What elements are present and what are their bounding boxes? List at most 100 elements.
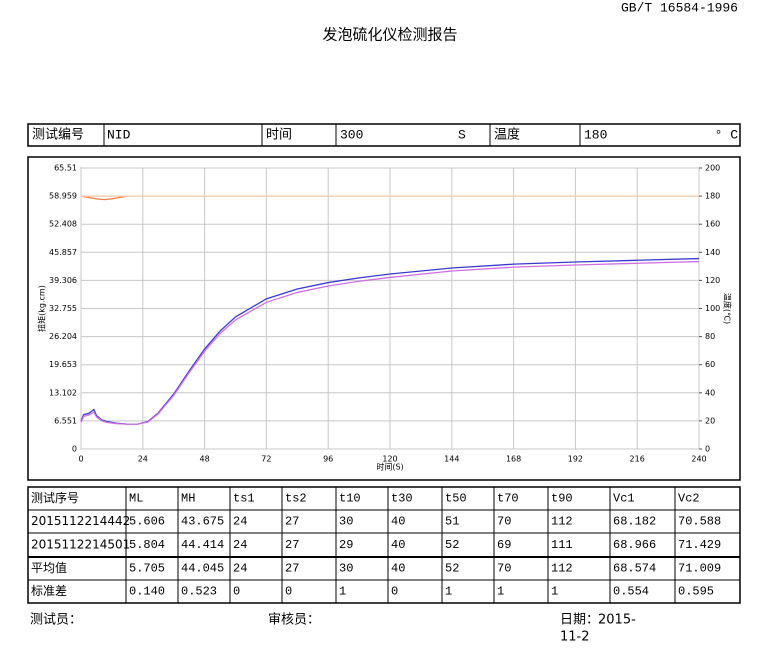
x-tick-label: 144 <box>444 455 459 464</box>
y-tick-label: 39.306 <box>49 276 77 285</box>
table-cell: Vc2 <box>678 492 700 506</box>
standard: GB/T 16584-1996 <box>621 0 738 15</box>
table-cell: t10 <box>339 492 361 506</box>
y-tick-label: 0 <box>72 445 77 454</box>
info-value: NID <box>107 127 131 142</box>
table-cell: 30 <box>339 562 353 576</box>
table-cell: 5.804 <box>129 538 165 552</box>
title: 发泡硫化仪检测报告 <box>322 26 457 44</box>
table-cell: 27 <box>285 562 299 576</box>
table-cell: ts1 <box>233 492 255 506</box>
y2-tick-label: 100 <box>705 304 720 313</box>
table-cell: ML <box>129 492 143 506</box>
y-tick-label: 32.755 <box>49 304 77 313</box>
y2-tick-label: 160 <box>705 220 720 229</box>
table-cell: Vc1 <box>613 492 635 506</box>
table-cell: 30 <box>339 515 353 529</box>
y2-tick-label: 60 <box>705 360 715 369</box>
x-tick-label: 24 <box>138 455 148 464</box>
table-cell: 1 <box>339 585 346 599</box>
table-cell: 0 <box>233 585 240 599</box>
table-cell: 70 <box>497 515 511 529</box>
footer-date: 11-2 <box>560 630 590 645</box>
y-tick-label: 65.51 <box>54 164 77 173</box>
table-cell: 24 <box>233 538 247 552</box>
footer-tester: 测试员： <box>30 613 82 628</box>
table-cell: 1 <box>551 585 558 599</box>
y-tick-label: 13.102 <box>49 388 77 397</box>
series-line <box>80 195 128 201</box>
table-cell: 52 <box>445 562 459 576</box>
table-cell: ts2 <box>285 492 307 506</box>
table-cell: 71.009 <box>678 562 721 576</box>
table-cell: 68.574 <box>613 562 656 576</box>
x-tick-label: 216 <box>630 455 645 464</box>
table-cell: 68.182 <box>613 515 656 529</box>
results-table: 测试序号 ML MH ts1 ts2 t10 t30 t50 t70 t90 Vc1 Vc2 20151… <box>27 486 741 604</box>
y2-tick-label: 40 <box>705 388 715 397</box>
table-cell: 27 <box>285 515 299 529</box>
x-axis-label: 时间(S) <box>376 462 403 472</box>
table-cell: 112 <box>551 515 573 529</box>
table-cell: t70 <box>497 492 519 506</box>
table-cell: 70 <box>497 562 511 576</box>
info-value: 180 <box>584 127 607 142</box>
info-unit: S <box>458 127 466 142</box>
info-unit: ° C <box>715 127 739 142</box>
table-cell: 69 <box>497 538 511 552</box>
table-cell: 43.675 <box>181 515 224 529</box>
table-cell: 5.705 <box>129 562 165 576</box>
table-cell: 2015112214501 <box>31 538 130 552</box>
info-label: 测试编号 <box>32 128 84 143</box>
table-cell: 112 <box>551 562 573 576</box>
footer-date-label: 日期： <box>560 613 599 628</box>
table-cell: 0 <box>285 585 292 599</box>
table-cell: 68.966 <box>613 538 656 552</box>
table-cell: 40 <box>391 538 405 552</box>
info-label: 时间 <box>266 128 292 143</box>
table-cell: 40 <box>391 562 405 576</box>
y-axis-label: 扭矩(kg.cm) <box>37 285 47 332</box>
x-tick-label: 48 <box>200 455 210 464</box>
series-line <box>80 257 700 425</box>
y2-tick-label: 120 <box>705 276 720 285</box>
table-cell: 24 <box>233 515 247 529</box>
table-cell: 5.606 <box>129 515 165 529</box>
y2-axis-label: 温度(℃) <box>723 293 733 324</box>
table-border <box>27 486 741 604</box>
y-tick-label: 58.959 <box>49 192 77 201</box>
table-cell: t50 <box>445 492 467 506</box>
y-tick-label: 6.551 <box>54 416 77 425</box>
y2-tick-label: 0 <box>705 445 710 454</box>
info-row: 测试编号 NID 时间 300 S 温度 180 ° C <box>27 123 741 147</box>
y-tick-label: 45.857 <box>49 248 77 257</box>
table-cell: 52 <box>445 538 459 552</box>
table-cell: 111 <box>551 538 573 552</box>
table-cell: 平均值 <box>31 560 67 575</box>
table-cell: 44.414 <box>181 538 224 552</box>
y-tick-label: 52.408 <box>49 220 77 229</box>
table-cell: 70.588 <box>678 515 721 529</box>
x-tick-label: 72 <box>261 455 271 464</box>
y-tick-label: 19.653 <box>49 360 77 369</box>
table-cell: 1 <box>445 585 452 599</box>
chart: 0 24 48 72 96 120 144 168 192 216 24006.55113.1021… <box>37 164 733 472</box>
table-cell: 24 <box>233 562 247 576</box>
table-cell: 51 <box>445 515 459 529</box>
info-value: 300 <box>340 127 363 142</box>
table-cell: 0.140 <box>129 585 165 599</box>
x-tick-label: 0 <box>78 455 83 464</box>
y-tick-label: 26.204 <box>49 332 77 341</box>
y2-tick-label: 200 <box>705 164 720 173</box>
table-cell: 2015112214442 <box>31 514 130 528</box>
x-tick-label: 240 <box>691 455 706 464</box>
table-cell: 0.523 <box>181 585 217 599</box>
table-cell: 测试序号 <box>31 490 79 505</box>
y2-tick-label: 180 <box>705 192 720 201</box>
table-cell: 27 <box>285 538 299 552</box>
y2-tick-label: 140 <box>705 248 720 257</box>
info-label: 温度 <box>494 127 520 143</box>
x-tick-label: 168 <box>506 455 521 464</box>
table-cell: 标准差 <box>31 584 67 598</box>
